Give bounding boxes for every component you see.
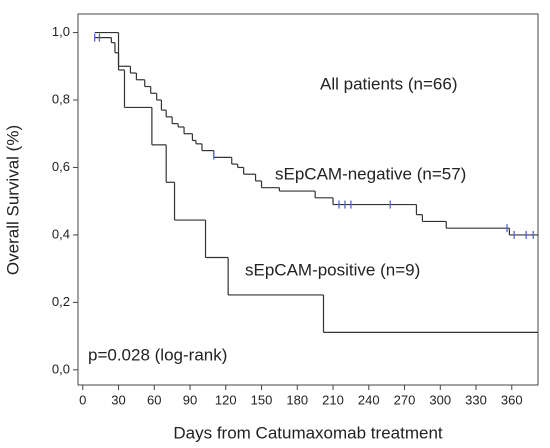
series-label: sEpCAM-positive (n=9) (245, 260, 420, 279)
y-tick-label: 0,4 (52, 226, 70, 241)
x-tick-label: 330 (465, 392, 487, 407)
x-tick-label: 0 (79, 392, 86, 407)
x-tick-label: 60 (147, 392, 161, 407)
y-tick-label: 1,0 (52, 24, 70, 39)
x-tick-label: 360 (501, 392, 523, 407)
annotation: All patients (n=66) (320, 74, 458, 93)
x-tick-label: 120 (215, 392, 237, 407)
series-label: sEpCAM-negative (n=57) (275, 164, 466, 183)
x-tick-label: 90 (183, 392, 197, 407)
y-tick-label: 0,2 (52, 294, 70, 309)
y-axis-label: Overall Survival (%) (3, 125, 22, 275)
x-tick-label: 180 (286, 392, 308, 407)
x-tick-label: 300 (429, 392, 451, 407)
y-tick-label: 0,6 (52, 159, 70, 174)
plot-frame (77, 13, 539, 386)
x-tick-label: 270 (394, 392, 416, 407)
x-tick-label: 150 (251, 392, 273, 407)
y-tick-label: 0,0 (52, 361, 70, 376)
x-tick-label: 240 (358, 392, 380, 407)
x-tick-label: 30 (111, 392, 125, 407)
y-tick-label: 0,8 (52, 91, 70, 106)
x-axis-label: Days from Catumaxomab treatment (173, 423, 443, 442)
x-tick-label: 210 (322, 392, 344, 407)
annotation: p=0.028 (log-rank) (88, 345, 227, 364)
